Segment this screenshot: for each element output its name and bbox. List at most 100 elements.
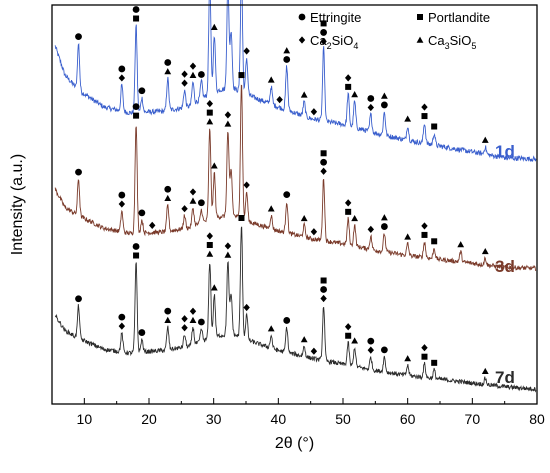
- marker-diamond-1d: [344, 74, 352, 82]
- legend-label: Ettringite: [310, 10, 361, 25]
- marker-circle-7d: [132, 243, 140, 250]
- marker-square-7d: [238, 214, 245, 221]
- marker-diamond-7d: [243, 303, 250, 312]
- marker-square-3d: [345, 208, 352, 215]
- marker-diamond-1d: [189, 62, 197, 70]
- legend-marker-square: [417, 14, 423, 20]
- legend-label: Ca2SiO4: [310, 33, 358, 51]
- marker-triangle-3d: [224, 120, 232, 127]
- marker-diamond-7d: [206, 232, 213, 240]
- marker-square-3d: [206, 109, 213, 116]
- marker-triangle-1d: [404, 115, 412, 122]
- marker-diamond-7d: [189, 307, 197, 315]
- marker-triangle-7d: [206, 250, 214, 257]
- marker-diamond-3d: [344, 199, 352, 207]
- marker-square-3d: [431, 238, 438, 245]
- marker-circle-3d: [283, 191, 291, 199]
- marker-diamond-1d: [310, 108, 318, 116]
- marker-circle-7d: [320, 286, 327, 293]
- marker-square-7d: [206, 241, 213, 248]
- legend-label: Ca3SiO5: [428, 33, 476, 51]
- marker-diamond-3d: [206, 100, 213, 108]
- marker-circle-7d: [197, 318, 205, 326]
- marker-diamond-3d: [149, 221, 156, 229]
- marker-triangle-7d: [164, 316, 172, 323]
- marker-circle-7d: [164, 307, 172, 315]
- marker-triangle-3d: [210, 162, 218, 169]
- marker-circle-3d: [118, 191, 126, 199]
- marker-triangle-7d: [189, 316, 197, 324]
- x-tick-label: 50: [335, 411, 351, 427]
- marker-diamond-7d: [320, 294, 327, 303]
- marker-triangle-1d: [283, 47, 291, 54]
- legend-marker-triangle: [416, 36, 424, 43]
- marker-diamond-3d: [421, 222, 428, 230]
- marker-diamond-1d: [421, 103, 428, 111]
- marker-diamond-7d: [181, 315, 188, 323]
- marker-square-3d: [133, 112, 140, 119]
- marker-square-7d: [320, 277, 327, 284]
- marker-circle-7d: [367, 337, 375, 345]
- marker-square-7d: [431, 359, 438, 366]
- marker-triangle-3d: [404, 233, 412, 240]
- marker-triangle-1d: [189, 71, 197, 78]
- series-label-1d: 1d: [495, 142, 515, 161]
- marker-diamond-3d: [243, 181, 250, 189]
- marker-triangle-1d: [351, 91, 359, 98]
- marker-diamond-7d: [344, 323, 352, 331]
- marker-square-1d: [320, 20, 327, 27]
- marker-circle-7d: [118, 313, 126, 321]
- series-line-7d: [54, 226, 537, 393]
- marker-circle-1d: [283, 56, 291, 63]
- marker-circle-3d: [197, 199, 205, 207]
- x-tick-label: 20: [141, 411, 157, 427]
- marker-circle-7d: [380, 346, 388, 354]
- marker-diamond-3d: [224, 111, 232, 119]
- marker-diamond-7d: [310, 347, 318, 355]
- marker-triangle-3d: [300, 214, 308, 222]
- marker-diamond-3d: [320, 167, 327, 175]
- x-axis-title: 2θ (°): [275, 435, 314, 452]
- marker-circle-3d: [164, 185, 172, 193]
- marker-diamond-1d: [181, 70, 188, 78]
- marker-square-7d: [421, 353, 428, 360]
- marker-triangle-7d: [481, 367, 489, 375]
- marker-diamond-1d: [243, 47, 250, 55]
- marker-diamond-7d: [118, 322, 126, 330]
- marker-triangle-7d: [300, 336, 308, 343]
- marker-diamond-3d: [118, 200, 126, 208]
- marker-circle-1d: [164, 59, 172, 66]
- marker-square-1d: [133, 15, 140, 22]
- marker-diamond-1d: [118, 74, 126, 82]
- marker-circle-1d: [138, 87, 146, 95]
- marker-circle-3d: [138, 209, 146, 217]
- marker-triangle-3d: [351, 214, 359, 222]
- legend: Ettringite Portlandite Ca2SiO4 Ca3SiO5: [298, 10, 490, 51]
- legend-marker-circle: [298, 13, 306, 21]
- marker-triangle-7d: [351, 337, 359, 344]
- marker-triangle-7d: [267, 325, 275, 332]
- marker-circle-1d: [367, 95, 375, 102]
- marker-square-1d: [345, 83, 352, 90]
- marker-diamond-7d: [181, 324, 188, 332]
- marker-triangle-3d: [267, 205, 275, 212]
- marker-circle-3d: [132, 103, 140, 111]
- marker-triangle-3d: [206, 118, 214, 125]
- marker-triangle-1d: [267, 76, 275, 83]
- marker-square-3d: [421, 231, 428, 238]
- marker-diamond-7d: [421, 344, 428, 352]
- marker-circle-1d: [197, 71, 205, 78]
- marker-circle-3d: [320, 158, 327, 166]
- series-label-7d: 7d: [495, 368, 515, 387]
- marker-circle-1d: [118, 65, 126, 73]
- marker-square-7d: [133, 252, 140, 259]
- marker-circle-7d: [138, 329, 146, 336]
- marker-diamond-1d: [367, 103, 375, 112]
- marker-circle-3d: [75, 168, 82, 176]
- plot-frame: [51, 4, 538, 405]
- x-tick-label: 30: [206, 411, 222, 427]
- marker-triangle-1d: [210, 23, 218, 31]
- marker-circle-7d: [283, 317, 291, 324]
